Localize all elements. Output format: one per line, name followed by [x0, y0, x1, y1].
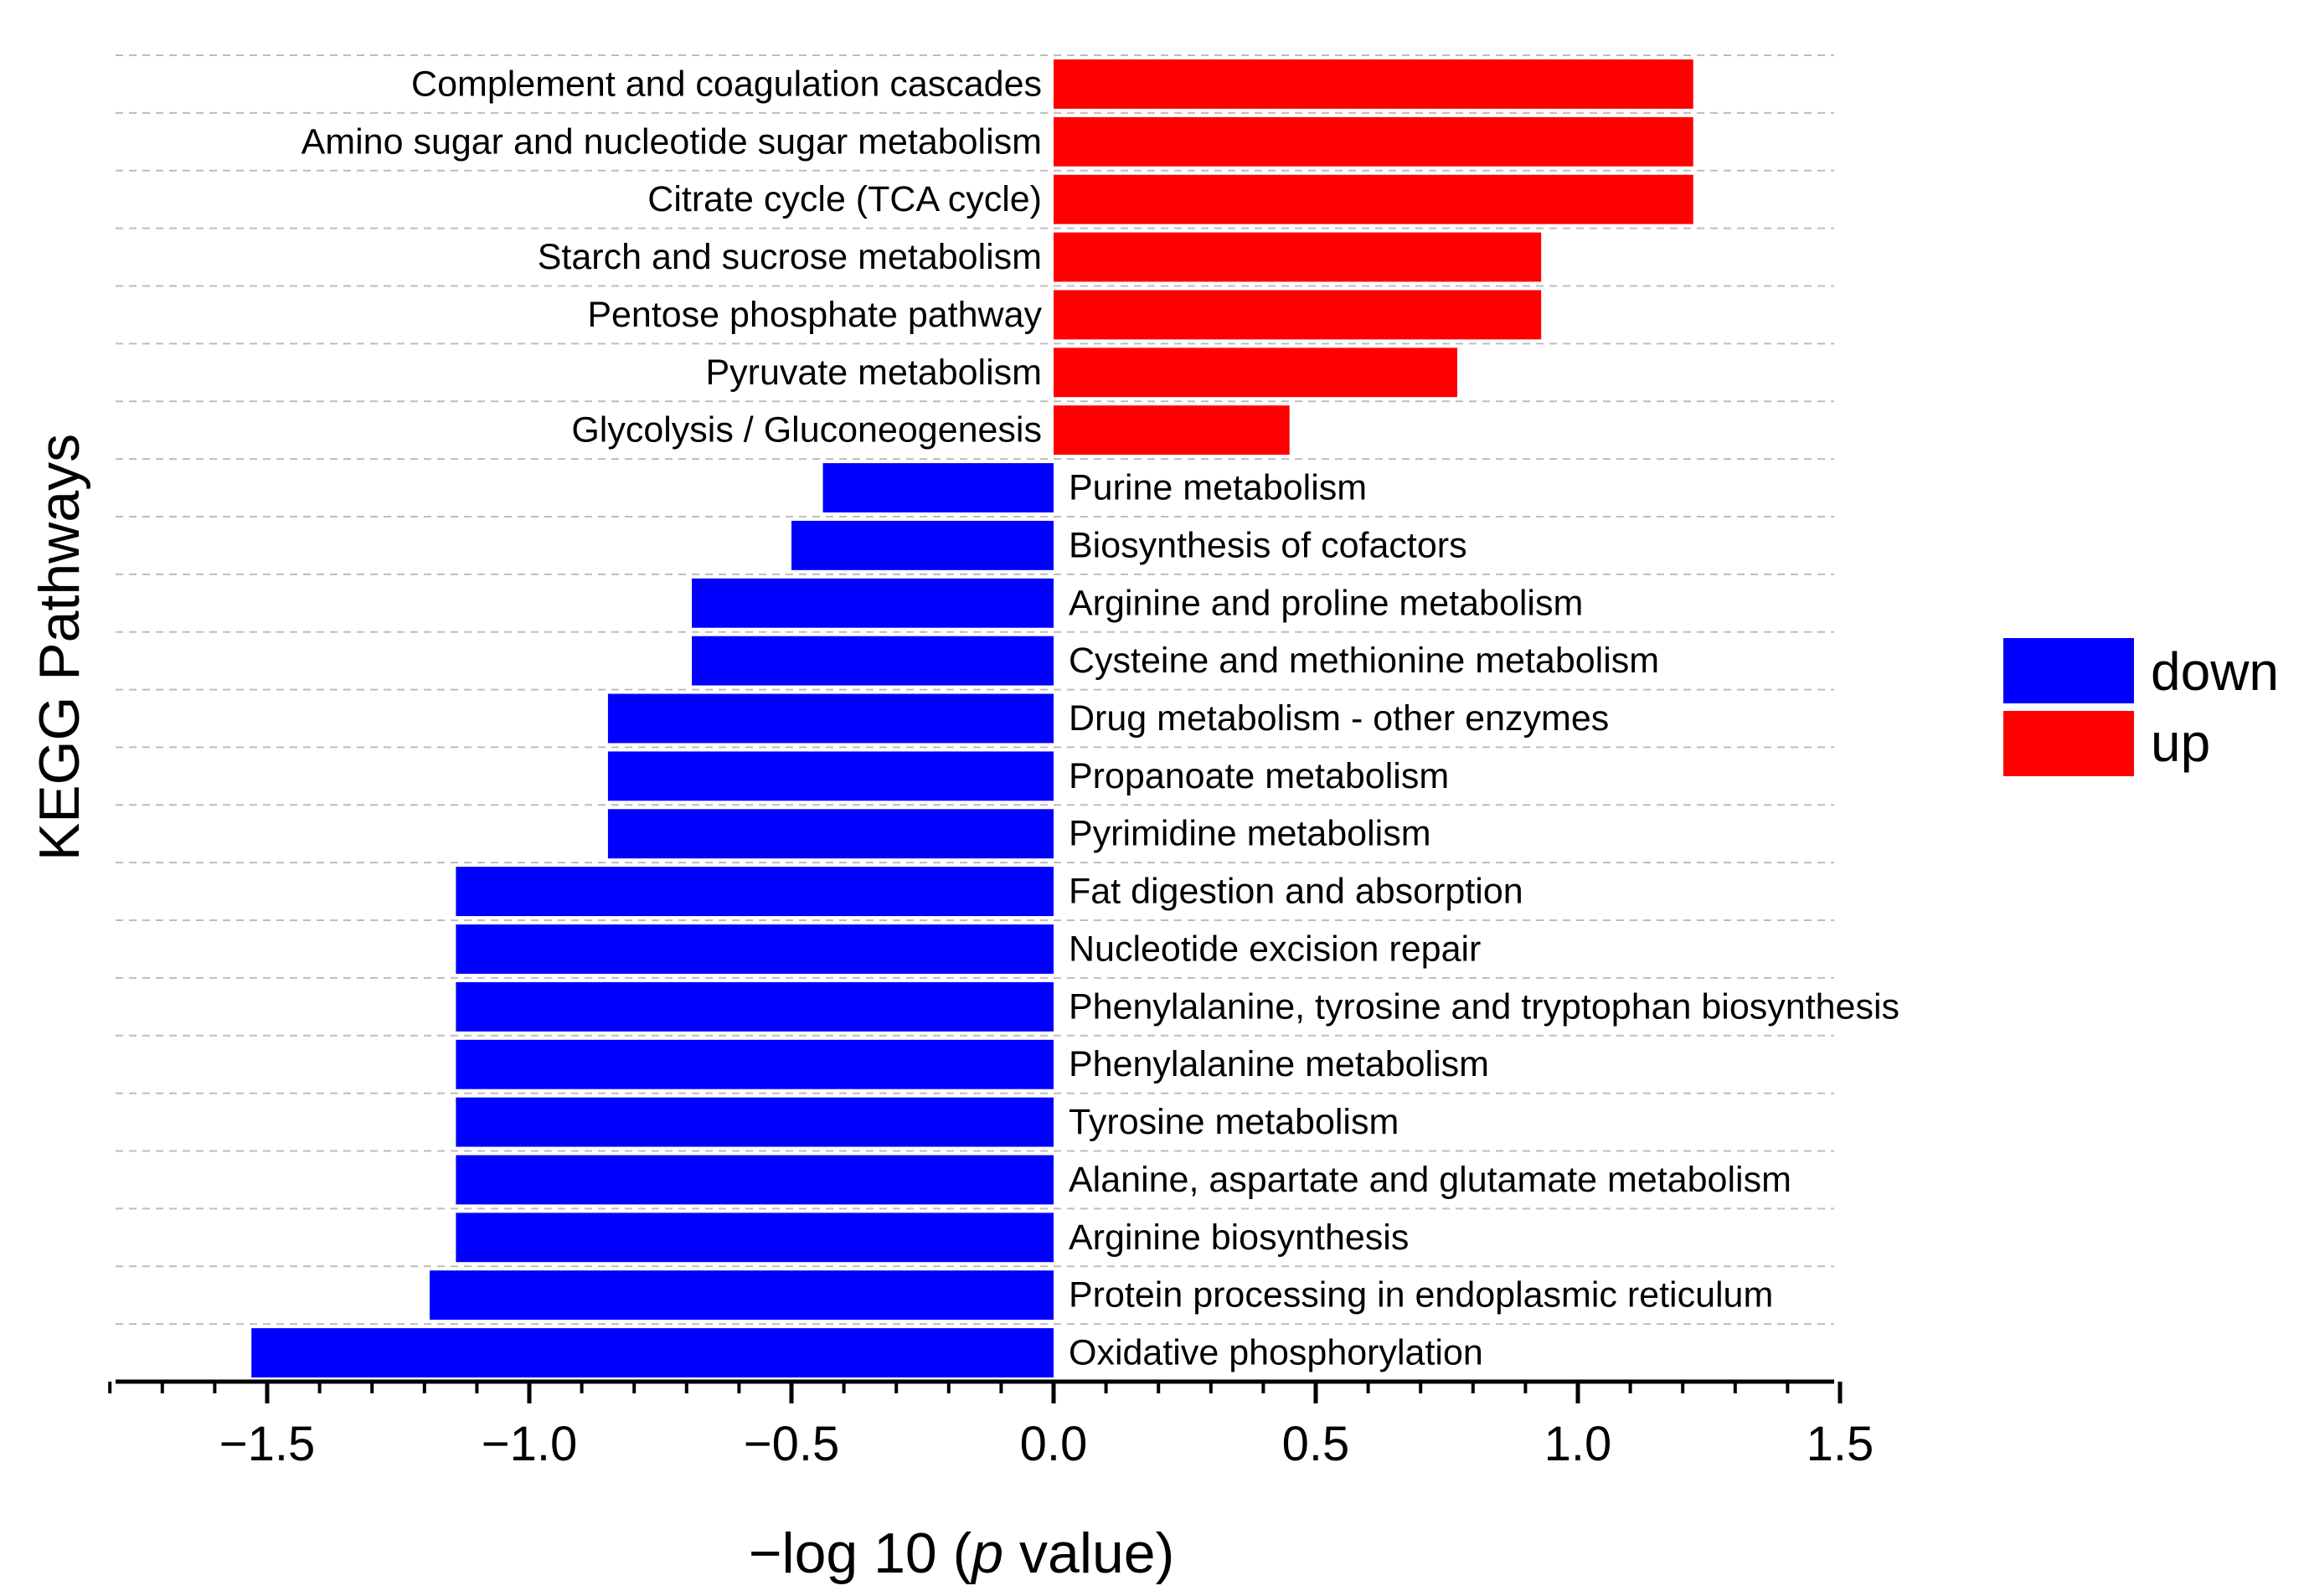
bar-up — [1054, 232, 1542, 282]
category-label: Oxidative phosphorylation — [1069, 1333, 1483, 1373]
x-tick-label: 1.5 — [1807, 1417, 1874, 1471]
x-tick-label: −0.5 — [744, 1417, 840, 1471]
bar-down — [607, 693, 1054, 744]
bar-up — [1054, 116, 1693, 167]
category-label: Pentose phosphate pathway — [587, 295, 1042, 335]
category-label: Pyrimidine metabolism — [1069, 814, 1431, 854]
category-label: Glycolysis / Gluconeogenesis — [571, 410, 1042, 450]
x-tick-label: 1.0 — [1544, 1417, 1612, 1471]
category-label: Complement and coagulation cascades — [411, 64, 1042, 104]
x-tick-label: −1.5 — [219, 1417, 316, 1471]
x-axis-title-italic: p — [970, 1521, 1003, 1585]
legend-swatch-up — [2003, 711, 2134, 776]
category-labels: Complement and coagulation cascades Amino… — [302, 64, 1899, 1372]
bar-down — [607, 809, 1054, 859]
bar-down — [791, 520, 1054, 570]
x-axis: −1.5 −1.0 −0.5 0.0 0.5 1.0 1.5 — [108, 1379, 1874, 1471]
bar-down — [692, 578, 1054, 628]
bar-up — [1054, 405, 1290, 456]
category-label: Cysteine and methionine metabolism — [1069, 641, 1659, 681]
bar-down — [456, 1097, 1054, 1147]
category-label: Biosynthesis of cofactors — [1069, 525, 1467, 565]
bar-down — [456, 1039, 1054, 1089]
bar-down — [456, 867, 1054, 917]
bar-down — [456, 1212, 1054, 1263]
category-label: Starch and sucrose metabolism — [538, 237, 1042, 277]
bar-down — [430, 1270, 1054, 1321]
category-label: Citrate cycle (TCA cycle) — [647, 179, 1042, 219]
category-label: Nucleotide excision repair — [1069, 929, 1481, 969]
category-label: Arginine and proline metabolism — [1069, 583, 1583, 623]
bar-down — [607, 751, 1054, 801]
legend-label-up: up — [2151, 713, 2210, 773]
x-axis-title-suffix: value) — [1003, 1521, 1174, 1585]
y-axis-title: KEGG Pathways — [28, 434, 91, 861]
category-label: Arginine biosynthesis — [1069, 1218, 1409, 1258]
bar-down — [456, 924, 1054, 974]
bar-down — [456, 1155, 1054, 1205]
category-label: Amino sugar and nucleotide sugar metabol… — [302, 121, 1042, 162]
bar-down — [692, 636, 1054, 686]
category-label: Drug metabolism - other enzymes — [1069, 698, 1609, 739]
bar-up — [1054, 59, 1693, 109]
legend: down up — [2003, 638, 2279, 776]
category-label: Phenylalanine, tyrosine and tryptophan b… — [1069, 986, 1899, 1027]
category-label: Pyruvate metabolism — [706, 353, 1043, 393]
x-tick-label: −1.0 — [482, 1417, 578, 1471]
bar-up — [1054, 348, 1458, 398]
x-axis-title-prefix: −log 10 ( — [749, 1521, 972, 1585]
x-tick-label: 0.5 — [1282, 1417, 1350, 1471]
bar-down — [822, 463, 1054, 512]
legend-label-down: down — [2151, 641, 2279, 702]
bar-up — [1054, 174, 1693, 224]
bar-down — [456, 981, 1054, 1032]
x-tick-label: 0.0 — [1020, 1417, 1088, 1471]
category-label: Fat digestion and absorption — [1069, 872, 1523, 912]
category-label: Tyrosine metabolism — [1069, 1102, 1399, 1142]
category-label: Phenylalanine metabolism — [1069, 1044, 1489, 1084]
category-label: Protein processing in endoplasmic reticu… — [1069, 1275, 1773, 1315]
legend-swatch-down — [2003, 638, 2134, 703]
category-label: Purine metabolism — [1069, 468, 1367, 508]
bar-up — [1054, 290, 1542, 340]
x-axis-title: −log 10 (p value) — [749, 1521, 1174, 1585]
category-label: Propanoate metabolism — [1069, 756, 1449, 796]
bars — [251, 59, 1693, 1377]
bar-down — [251, 1328, 1054, 1377]
category-label: Alanine, aspartate and glutamate metabol… — [1069, 1160, 1791, 1200]
gridlines — [116, 54, 1834, 1382]
